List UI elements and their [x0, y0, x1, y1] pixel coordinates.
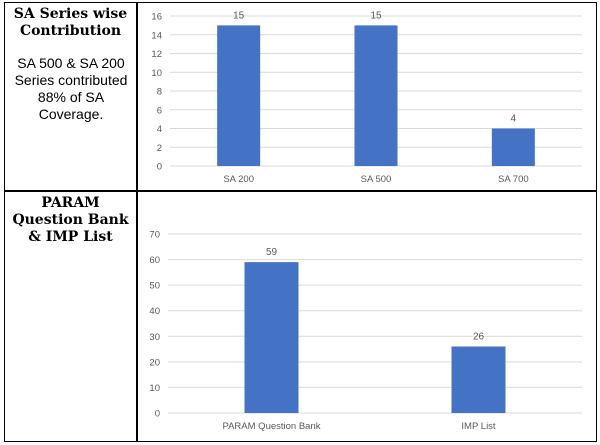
column-divider — [136, 3, 138, 441]
row-divider — [5, 190, 596, 192]
row1-desc-line: Series contributed — [14, 72, 128, 88]
row1-desc-line: SA 500 & SA 200 — [17, 55, 125, 71]
row1-title: SA Series wise Contribution — [5, 6, 136, 40]
row2-title-line: PARAM — [41, 195, 100, 211]
row1-title-line: SA Series wise — [13, 6, 128, 22]
row2-title-line: Question Bank — [12, 212, 129, 228]
layout-table: SA Series wise Contribution SA 500 & SA … — [4, 2, 597, 442]
row1-desc-line: Coverage. — [38, 106, 104, 122]
row1-description: SA 500 & SA 200 Series contributed 88% o… — [9, 55, 133, 123]
row1-desc-line: 88% of SA — [37, 89, 105, 105]
row2-title: PARAM Question Bank & IMP List — [5, 195, 136, 246]
row2-title-line: & IMP List — [28, 229, 113, 245]
row1-title-line: Contribution — [19, 23, 122, 39]
